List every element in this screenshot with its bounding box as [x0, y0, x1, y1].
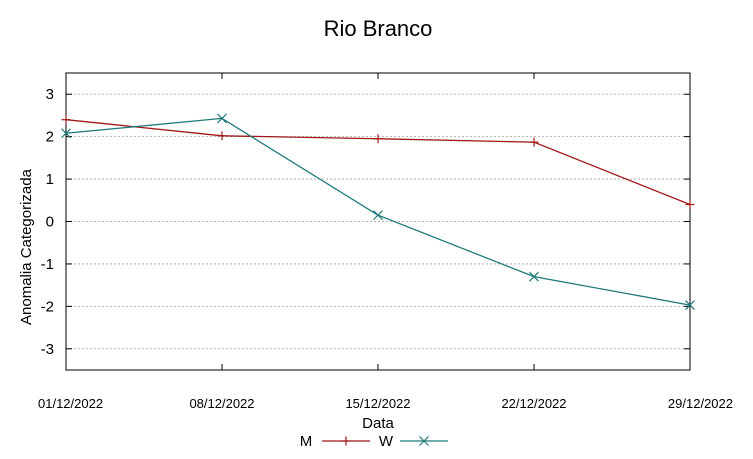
series-line-M: [65, 119, 691, 206]
data-point: [217, 113, 227, 124]
x-tick-label: 15/12/2022: [345, 396, 410, 411]
legend-label-M: M: [300, 433, 313, 450]
y-axis-label: Anomalia Categorizada: [18, 168, 35, 325]
data-point: [61, 115, 71, 125]
y-tick-label: 3: [46, 86, 54, 103]
data-point: [685, 300, 695, 311]
y-tick-label: 2: [46, 129, 54, 146]
x-axis-label: Data: [362, 415, 394, 432]
data-point: [373, 134, 383, 144]
plot-area-frame: [65, 72, 691, 371]
grid-lines: [66, 93, 690, 350]
data-point: [419, 436, 429, 446]
y-tick-label: -1: [41, 256, 54, 273]
series-layer: [61, 113, 695, 311]
data-point: [341, 436, 351, 446]
series-line-W: [65, 117, 691, 306]
data-point: [373, 210, 383, 221]
y-tick-label: -2: [41, 298, 54, 315]
x-axis-ticks: 01/12/2022 08/12/2022 15/12/2022 22/12/2022…: [38, 73, 733, 411]
data-point: [529, 271, 539, 282]
x-tick-label: 08/12/2022: [189, 396, 254, 411]
data-point: [529, 137, 539, 147]
y-tick-label: 1: [46, 171, 54, 188]
legend-label-W: W: [379, 433, 394, 450]
chart-title: Rio Branco: [324, 16, 433, 41]
data-point: [61, 128, 71, 139]
data-point: [685, 200, 695, 210]
data-point: [217, 131, 227, 141]
x-tick-label: 29/12/2022: [668, 396, 733, 411]
x-tick-label: 22/12/2022: [501, 396, 566, 411]
x-tick-label: 01/12/2022: [38, 396, 103, 411]
y-tick-label: -3: [41, 341, 54, 358]
y-tick-label: 0: [46, 214, 54, 231]
